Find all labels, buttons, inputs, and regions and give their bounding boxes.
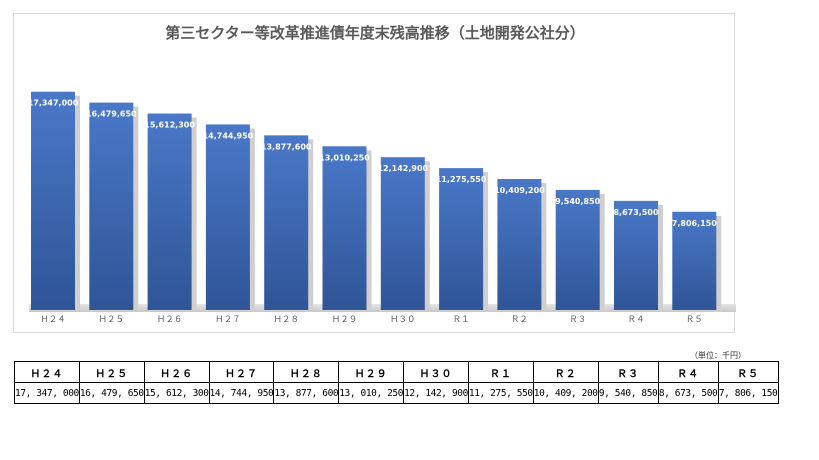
table-header-cell: Ｒ３ (597, 361, 659, 383)
x-tick-label: Ｒ３ (569, 315, 586, 325)
bar (672, 211, 717, 310)
data-label: 16,479,650 (86, 110, 137, 119)
x-tick-label: Ｈ２７ (215, 315, 241, 325)
x-tick-label: Ｈ２５ (99, 315, 125, 325)
table-header-cell: Ｈ２９ (338, 361, 405, 383)
data-label: 14,744,950 (203, 131, 254, 140)
chart-title: 第三セクター等改革推進債年度末残高推移（土地開発公社分） (165, 24, 585, 42)
table-cell: 13, 010, 250 (338, 382, 405, 404)
x-tick-label: Ｈ３０ (390, 315, 416, 325)
data-label: 7,806,150 (672, 219, 717, 228)
bar-chart: 17,347,000 16,479,650 15,612,300 14,744,950… (28, 91, 736, 325)
bar (205, 124, 250, 310)
bar (555, 189, 600, 310)
table-cell: 17, 347, 000 (14, 382, 80, 404)
table-header-row: Ｈ２４ Ｈ２５ Ｈ２６ Ｈ２７ Ｈ２８ Ｈ２９ Ｈ３０ Ｒ１ Ｒ２ Ｒ３ Ｒ４ Ｒ５ (14, 361, 779, 383)
bar (89, 102, 134, 311)
table-cell: 13, 877, 600 (273, 382, 340, 404)
chart-area: 17,347,000 16,479,650 15,612,300 14,744,950… (13, 13, 736, 333)
bar (322, 146, 367, 310)
table-cell: 8, 673, 500 (657, 382, 719, 404)
table-header-cell: Ｈ２５ (78, 361, 145, 383)
data-label: 12,142,900 (377, 164, 428, 173)
data-label: 9,540,850 (555, 197, 600, 206)
data-label: 13,877,600 (261, 142, 312, 151)
x-tick-label: Ｒ５ (686, 315, 703, 325)
table-cell: 10, 409, 200 (532, 382, 599, 404)
table-cell: 11, 275, 550 (467, 382, 534, 404)
table-cell: 14, 744, 950 (208, 382, 275, 404)
data-label: 17,347,000 (28, 99, 79, 108)
x-tick-label: Ｈ２６ (157, 315, 183, 325)
table-header-cell: Ｒ４ (657, 361, 719, 383)
x-tick-label: Ｒ４ (627, 315, 644, 325)
table-header-cell: Ｒ２ (532, 361, 599, 383)
table-cell: 16, 479, 650 (78, 382, 145, 404)
x-tick-label: Ｒ２ (511, 315, 528, 325)
bar (614, 200, 658, 310)
x-tick-label: Ｈ２４ (40, 315, 66, 325)
table-header-cell: Ｈ２６ (143, 361, 210, 383)
data-label: 10,409,200 (494, 186, 545, 195)
x-tick-label: Ｈ２８ (273, 315, 299, 325)
bar (380, 157, 425, 310)
data-label: 13,010,250 (319, 153, 370, 162)
x-tick-label: Ｒ１ (453, 315, 470, 325)
table-cell: 9, 540, 850 (597, 382, 659, 404)
table-row: 17, 347, 000 16, 479, 650 15, 612, 300 14, … (14, 382, 779, 404)
data-table: Ｈ２４ Ｈ２５ Ｈ２６ Ｈ２７ Ｈ２８ Ｈ２９ Ｈ３０ Ｒ１ Ｒ２ Ｒ３ Ｒ４ Ｒ５ 17, 347,… (14, 361, 779, 404)
table-header-cell: Ｒ１ (467, 361, 534, 383)
unit-note: （単位：千円） (690, 351, 746, 360)
table-cell: 7, 806, 150 (717, 382, 779, 404)
bar (264, 135, 309, 310)
data-label: 11,275,550 (436, 175, 487, 184)
table-cell: 15, 612, 300 (143, 382, 210, 404)
data-label: 8,673,500 (613, 208, 658, 217)
table-header-cell: Ｈ３０ (403, 361, 469, 383)
bar (31, 91, 75, 310)
x-tick-label: Ｈ２９ (332, 315, 358, 325)
bar (497, 179, 542, 310)
data-label: 15,612,300 (144, 121, 195, 130)
table-header-cell: Ｈ２４ (14, 361, 80, 383)
table-header-cell: Ｈ２７ (208, 361, 275, 383)
bar (439, 168, 484, 310)
table-header-cell: Ｒ５ (717, 361, 779, 383)
table-header-cell: Ｈ２８ (273, 361, 340, 383)
table-cell: 12, 142, 900 (403, 382, 469, 404)
bar (147, 113, 192, 310)
